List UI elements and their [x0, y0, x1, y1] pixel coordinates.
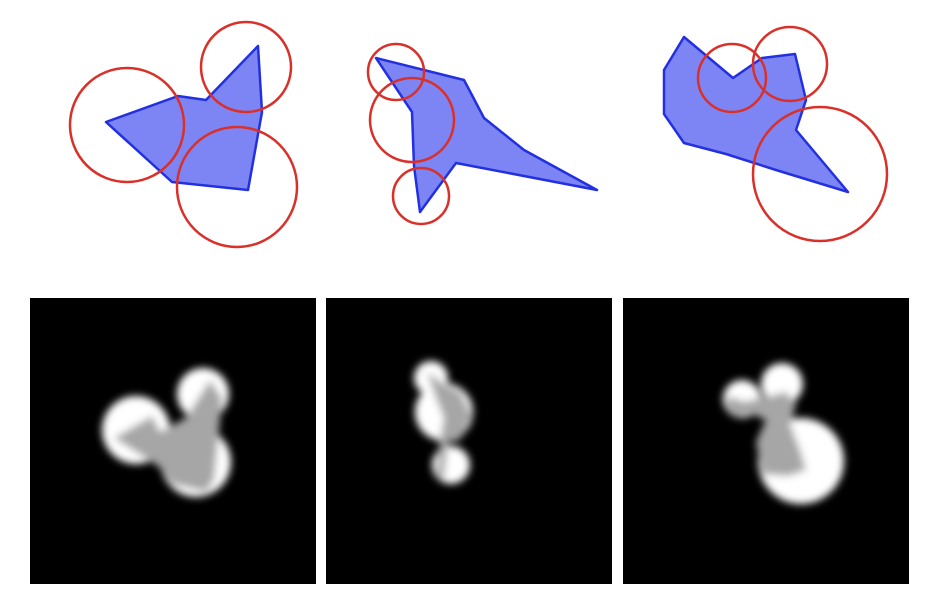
circle-3b — [751, 25, 829, 103]
diagram-2 — [366, 42, 599, 226]
circle-1a — [68, 66, 186, 184]
circle-3c — [751, 105, 889, 243]
diagram-3 — [662, 25, 889, 243]
blob-3b — [761, 363, 803, 405]
render-panel-2 — [326, 298, 612, 584]
circle-2c — [391, 166, 451, 226]
circle-1c — [175, 125, 299, 249]
polygon-3 — [662, 35, 850, 194]
circle-2a — [366, 42, 426, 102]
render-panel-3 — [623, 298, 909, 584]
blob-2-interior — [427, 372, 472, 480]
polygon-2 — [374, 56, 599, 214]
panel-background-2 — [326, 298, 612, 584]
blob-3-interior — [726, 392, 806, 476]
circle-3a — [696, 42, 768, 114]
circle-1b — [199, 20, 293, 114]
render-panel-1 — [30, 298, 316, 584]
blob-1-interior — [114, 380, 222, 492]
diagram-1 — [68, 20, 299, 249]
circle-2b — [368, 76, 456, 164]
